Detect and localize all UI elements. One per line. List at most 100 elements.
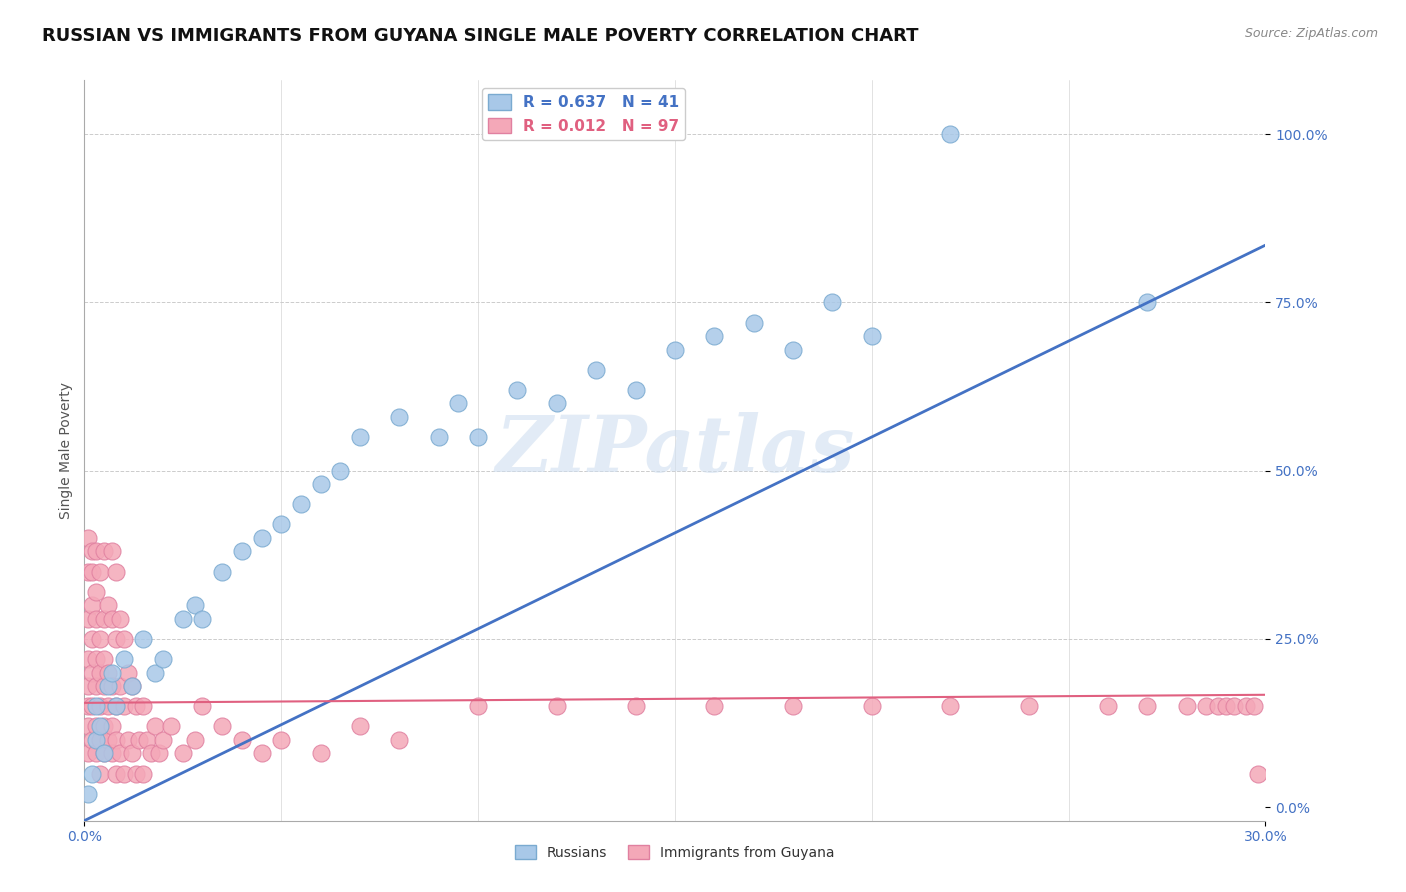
Point [117, 665, 139, 680]
Point [84, 747, 107, 761]
Point [939, 699, 962, 714]
Point [101, 612, 124, 626]
Point [93, 679, 115, 693]
Point [143, 665, 166, 680]
Point [84, 612, 107, 626]
Point [82, 699, 104, 714]
Point [121, 747, 143, 761]
Point [77, 719, 100, 733]
Point [939, 127, 962, 141]
Point [124, 699, 146, 714]
Point [93, 544, 115, 558]
Point [152, 652, 174, 666]
Point [84, 652, 107, 666]
Point [141, 747, 163, 761]
Point [93, 719, 115, 733]
Point [97, 679, 120, 693]
Point [1097, 699, 1119, 714]
Point [1246, 766, 1268, 780]
Point [97, 665, 120, 680]
Point [101, 544, 124, 558]
Point [82, 665, 104, 680]
Point [117, 732, 139, 747]
Point [112, 632, 135, 646]
Point [84, 719, 107, 733]
Point [101, 747, 124, 761]
Point [546, 699, 568, 714]
Point [703, 329, 725, 343]
Point [82, 544, 104, 558]
Point [104, 766, 127, 780]
Point [250, 747, 273, 761]
Point [191, 699, 214, 714]
Point [89, 766, 111, 780]
Point [782, 699, 804, 714]
Point [172, 747, 194, 761]
Point [77, 612, 100, 626]
Point [546, 396, 568, 410]
Point [104, 732, 127, 747]
Point [132, 632, 155, 646]
Point [1215, 699, 1237, 714]
Point [104, 699, 127, 714]
Point [309, 747, 332, 761]
Point [84, 544, 107, 558]
Point [128, 732, 150, 747]
Point [211, 719, 233, 733]
Point [89, 699, 111, 714]
Point [93, 747, 115, 761]
Point [84, 699, 107, 714]
Point [112, 766, 135, 780]
Point [89, 632, 111, 646]
Point [1175, 699, 1198, 714]
Point [104, 565, 127, 579]
Point [101, 679, 124, 693]
Point [1206, 699, 1229, 714]
Point [77, 699, 100, 714]
Point [112, 652, 135, 666]
Point [108, 747, 131, 761]
Point [97, 732, 120, 747]
Point [77, 747, 100, 761]
Point [329, 464, 352, 478]
Point [703, 699, 725, 714]
Point [104, 699, 127, 714]
Point [447, 396, 470, 410]
Point [93, 612, 115, 626]
Point [1234, 699, 1257, 714]
Point [143, 719, 166, 733]
Point [124, 766, 146, 780]
Point [121, 679, 143, 693]
Point [108, 679, 131, 693]
Point [121, 679, 143, 693]
Point [270, 732, 292, 747]
Point [148, 747, 170, 761]
Point [211, 565, 233, 579]
Point [89, 732, 111, 747]
Point [136, 732, 159, 747]
Point [82, 599, 104, 613]
Point [624, 699, 647, 714]
Point [89, 665, 111, 680]
Text: RUSSIAN VS IMMIGRANTS FROM GUYANA SINGLE MALE POVERTY CORRELATION CHART: RUSSIAN VS IMMIGRANTS FROM GUYANA SINGLE… [42, 27, 918, 45]
Point [101, 665, 124, 680]
Point [82, 632, 104, 646]
Point [160, 719, 183, 733]
Point [309, 477, 332, 491]
Point [77, 652, 100, 666]
Point [1195, 699, 1218, 714]
Point [1136, 699, 1159, 714]
Point [290, 497, 312, 511]
Point [77, 531, 100, 545]
Point [97, 599, 120, 613]
Point [89, 719, 111, 733]
Point [112, 699, 135, 714]
Point [1223, 699, 1246, 714]
Point [1136, 295, 1159, 310]
Point [97, 699, 120, 714]
Point [93, 747, 115, 761]
Point [624, 383, 647, 397]
Point [104, 632, 127, 646]
Point [506, 383, 529, 397]
Point [467, 699, 489, 714]
